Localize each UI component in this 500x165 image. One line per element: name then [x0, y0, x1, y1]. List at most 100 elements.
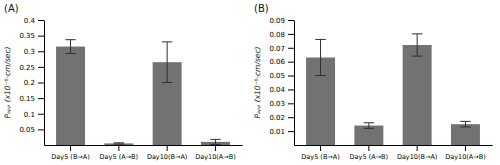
tick-mark: [38, 129, 44, 130]
tick-label: Day5 (B→A): [51, 153, 89, 161]
tick-mark: [288, 48, 294, 49]
tick: 0.3: [24, 48, 44, 56]
tick-mark: [465, 145, 466, 151]
tick: 0.09: [269, 17, 294, 25]
tick: 0.4: [24, 17, 44, 25]
tick-mark: [288, 89, 294, 90]
tick-mark: [215, 145, 216, 151]
plot: 0.05 0.1 0.15 0.2 0.25 0.3 0.35 0.4 Day5 (B→A) Da…: [3, 17, 243, 161]
tick-label: 0.04: [269, 86, 285, 94]
error-cap: [412, 33, 422, 34]
tick-mark: [38, 83, 44, 84]
tick-label: 0.15: [19, 95, 35, 103]
tick-mark: [368, 145, 369, 151]
bar: [354, 126, 383, 145]
panel: 0.05 0.1 0.15 0.2 0.25 0.3 0.35 0.4 Day5 (B→A) Da…: [3, 3, 243, 161]
axis-line: [294, 21, 295, 146]
axis-line: [44, 21, 45, 146]
y-axis-title: Pₐₚₚ (x10⁻⁶·cm/sec): [3, 46, 12, 118]
tick-mark: [417, 145, 418, 151]
error-bar: [215, 139, 216, 144]
tick-label: 0.03: [269, 100, 285, 108]
error-cap: [210, 139, 220, 140]
error-cap: [162, 82, 172, 83]
panel-title: (A): [4, 3, 19, 14]
error-cap: [460, 126, 470, 127]
tick-mark: [70, 145, 71, 151]
error-cap: [460, 121, 470, 122]
tick-mark: [38, 36, 44, 37]
error-bar: [465, 121, 466, 127]
error-bar: [417, 34, 418, 56]
error-bar: [167, 42, 168, 83]
error-cap: [315, 39, 325, 40]
tick: 0.07: [269, 45, 294, 53]
tick: Day10(A→B): [195, 145, 236, 161]
tick: Day5 (B→A): [51, 145, 89, 161]
tick-label: Day5 (A→B): [350, 153, 388, 161]
tick: Day5 (A→B): [100, 145, 138, 161]
tick-mark: [288, 34, 294, 35]
tick-label: Day5 (B→A): [301, 153, 339, 161]
error-cap: [114, 144, 124, 145]
tick-mark: [288, 76, 294, 77]
tick-label: 0.3: [24, 48, 35, 56]
marks: [56, 40, 230, 145]
tick-mark: [38, 20, 44, 21]
tick-mark: [288, 62, 294, 63]
tick-label: 0.35: [19, 32, 35, 40]
error-bar: [70, 40, 71, 54]
error-bar-group: [315, 39, 325, 75]
tick-mark: [288, 103, 294, 104]
error-bar-group: [65, 40, 75, 54]
tick-mark: [320, 145, 321, 151]
tick: 0.15: [19, 95, 44, 103]
error-cap: [364, 128, 374, 129]
error-bar: [368, 123, 369, 129]
figure: 0.05 0.1 0.15 0.2 0.25 0.3 0.35 0.4 Day5 (B→A) Da…: [0, 0, 500, 165]
tick: 0.08: [269, 31, 294, 39]
error-bar-group: [460, 121, 470, 127]
panel: 0.01 0.02 0.03 0.04 0.05 0.06 0.07 0.08 0.09 Day5…: [253, 3, 493, 161]
tick: 0.06: [269, 58, 294, 66]
tick-label: 0.05: [19, 126, 35, 134]
tick: 0.05: [19, 126, 44, 134]
bar: [451, 124, 480, 145]
error-cap: [65, 53, 75, 54]
error-bar-group: [364, 123, 374, 129]
tick-mark: [38, 51, 44, 52]
bar: [403, 45, 432, 145]
y-axis: 0.01 0.02 0.03 0.04 0.05 0.06 0.07 0.08 0.09: [269, 17, 294, 146]
bar: [104, 143, 133, 145]
tick: 0.05: [269, 72, 294, 80]
tick: Day10(B→A): [147, 145, 188, 161]
tick-mark: [288, 131, 294, 132]
tick-label: 0.1: [24, 110, 35, 118]
tick-label: 0.01: [269, 128, 285, 136]
y-axis: 0.05 0.1 0.15 0.2 0.25 0.3 0.35 0.4: [19, 17, 44, 146]
error-bar-group: [412, 34, 422, 56]
tick: 0.02: [269, 114, 294, 122]
tick-mark: [38, 98, 44, 99]
tick: 0.04: [269, 86, 294, 94]
bar: [56, 47, 85, 145]
error-bar: [320, 39, 321, 75]
tick: 0.25: [19, 64, 44, 72]
error-cap: [412, 56, 422, 57]
tick: Day10(A→B): [445, 145, 486, 161]
error-cap: [114, 142, 124, 143]
tick-label: Day10(A→B): [195, 153, 236, 161]
plot: 0.01 0.02 0.03 0.04 0.05 0.06 0.07 0.08 0.09 Day5…: [253, 17, 493, 161]
tick-label: Day10(B→A): [147, 153, 188, 161]
tick-mark: [38, 114, 44, 115]
error-bar-group: [114, 143, 124, 144]
tick: 0.35: [19, 32, 44, 40]
tick-label: 0.2: [24, 79, 35, 87]
tick: 0.2: [24, 79, 44, 87]
tick-label: 0.02: [269, 114, 285, 122]
tick-mark: [288, 20, 294, 21]
error-cap: [65, 39, 75, 40]
tick: 0.01: [269, 128, 294, 136]
x-axis: Day5 (B→A)Day5 (A→B)Day10(B→A)Day10(A→B): [295, 145, 493, 161]
tick: 0.1: [24, 110, 44, 118]
